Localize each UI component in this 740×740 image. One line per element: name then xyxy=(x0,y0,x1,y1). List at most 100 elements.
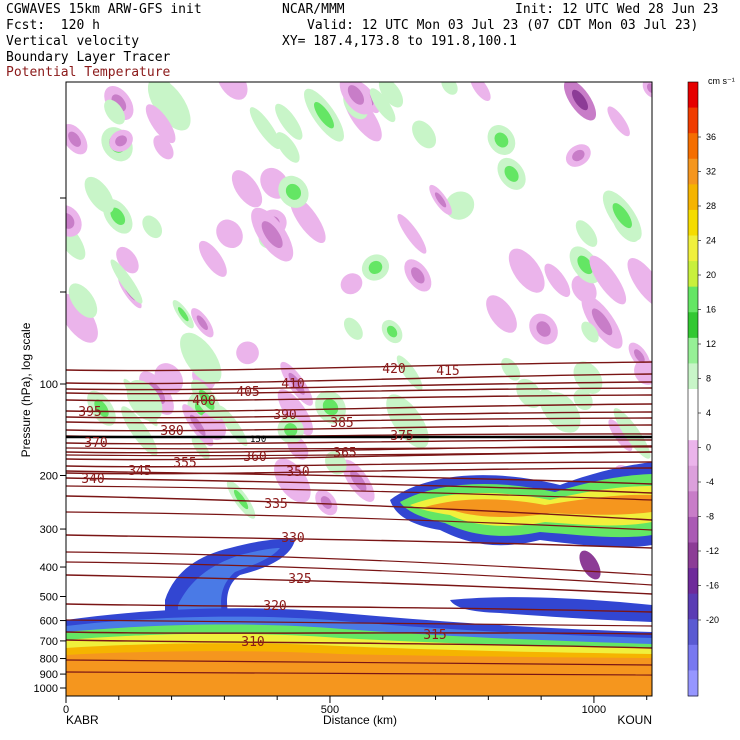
end-station: KOUN xyxy=(617,713,652,727)
theta-contour xyxy=(66,574,652,595)
x-tick-label: 0 xyxy=(63,704,69,716)
w-contour-core xyxy=(612,203,632,229)
w-contour xyxy=(110,259,143,304)
w-contour-core xyxy=(646,83,652,94)
theta-contour xyxy=(66,551,652,576)
start-station: KABR xyxy=(66,713,99,727)
y-tick-label: 900 xyxy=(40,669,58,681)
theta-contour xyxy=(66,446,652,450)
colorbar-label: 36 xyxy=(706,132,716,142)
colorbar-swatch xyxy=(688,542,698,569)
colorbar-swatch xyxy=(688,568,698,595)
x-tick-label: 1000 xyxy=(582,704,606,716)
w-contour xyxy=(104,99,125,125)
surface xyxy=(66,680,652,696)
w-contour xyxy=(544,263,571,298)
w-contour-core xyxy=(633,349,645,363)
w-contour xyxy=(627,258,652,308)
w-contour xyxy=(412,120,437,149)
theta-contour xyxy=(66,387,652,395)
colorbar-swatch xyxy=(688,414,698,441)
colorbar-swatch xyxy=(688,516,698,543)
field-boundary-layer-tracer: Boundary Layer Tracer xyxy=(6,50,171,65)
colorbar-label: 16 xyxy=(706,305,716,315)
y-tick-label: 1000 xyxy=(34,683,58,695)
theta-label: 350 xyxy=(286,465,309,480)
theta-contour xyxy=(66,495,652,521)
colorbar-swatch xyxy=(688,593,698,620)
theta-label: 410 xyxy=(281,377,304,392)
w-contour-core xyxy=(94,399,109,418)
colorbar-swatch xyxy=(688,389,698,416)
colorbar-swatch xyxy=(688,286,698,313)
colorbar-label: 24 xyxy=(706,236,716,246)
w-contour-core xyxy=(368,260,383,275)
colorbar-label: 20 xyxy=(706,270,716,280)
w-contour-core xyxy=(196,315,208,331)
theta-contour xyxy=(66,439,652,445)
colorbar-swatch xyxy=(688,158,698,185)
colorbar-label: 8 xyxy=(706,374,711,384)
theta-contour xyxy=(66,373,652,385)
theta-contour xyxy=(66,445,652,454)
colorbar-swatch xyxy=(688,465,698,492)
w-contour xyxy=(378,82,404,108)
org-label: NCAR/MMM xyxy=(282,2,345,17)
theta-contour xyxy=(66,639,652,649)
valid-time: Valid: 12 UTC Mon 03 Jul 23 (07 CDT Mon … xyxy=(307,18,699,33)
model-title: CGWAVES 15km ARW-GFS init xyxy=(6,2,202,17)
vertical-velocity-field xyxy=(66,82,652,580)
theta-contour xyxy=(66,511,652,531)
w-contour-core xyxy=(110,207,126,225)
colorbar-swatch xyxy=(688,644,698,671)
colorbar-label: -12 xyxy=(706,546,719,556)
w-contour xyxy=(516,378,542,408)
theta-label: 355 xyxy=(173,456,196,471)
w-contour xyxy=(396,355,423,391)
colorbar-label: -16 xyxy=(706,581,719,591)
w-contour-core xyxy=(285,183,302,200)
w-contour xyxy=(445,191,475,220)
theta-label: 375 xyxy=(390,429,413,444)
w-contour xyxy=(68,283,98,318)
w-contour xyxy=(589,255,627,305)
colorbar-label: 4 xyxy=(706,408,711,418)
w-contour-core xyxy=(347,85,365,105)
colorbar-swatch xyxy=(688,312,698,339)
theta-label: 405 xyxy=(236,385,259,400)
cross-section-coords: XY= 187.4,173.8 to 191.8,100.1 xyxy=(282,34,517,49)
w-contour xyxy=(508,248,545,293)
colorbar: 36 32 28 24 20 16 12 8 4 0 -4 -8 -12 -16 -20 xyxy=(687,81,719,697)
y-axis-title: Pressure (hPa), log scale xyxy=(19,322,33,457)
w-contour xyxy=(277,389,314,436)
colorbar-swatch xyxy=(688,619,698,646)
theta-label: 390 xyxy=(273,408,296,423)
theta-contour xyxy=(66,477,652,494)
colorbar-swatch xyxy=(688,235,698,262)
x-axis-title: Distance (km) xyxy=(323,713,397,727)
w-contour xyxy=(275,132,300,163)
colorbar-units: cm s⁻¹ xyxy=(708,76,735,86)
theta-label: 420 xyxy=(382,362,405,377)
y-tick-label: 800 xyxy=(40,654,58,666)
w-contour xyxy=(538,389,573,433)
tracer-contour-label: 150 xyxy=(250,435,266,445)
w-contour-core xyxy=(261,221,283,249)
w-contour-core xyxy=(577,255,593,275)
theta-label: 400 xyxy=(192,394,215,409)
w-contour-core xyxy=(571,89,589,111)
init-time: Init: 12 UTC Wed 28 Jun 23 xyxy=(515,2,719,17)
colorbar-label: 0 xyxy=(706,443,711,453)
colorbar-label: -8 xyxy=(706,512,714,522)
theta-contour xyxy=(66,619,652,627)
y-tick-label: 100 xyxy=(40,379,58,391)
field-vertical-velocity: Vertical velocity xyxy=(6,34,140,49)
w-contour xyxy=(180,332,222,384)
y-tick-label: 400 xyxy=(40,562,58,574)
plot-frame xyxy=(65,81,653,697)
w-contour xyxy=(147,82,191,131)
w-contour-core xyxy=(591,308,613,336)
w-contour xyxy=(289,195,326,244)
theta-label: 330 xyxy=(281,531,304,546)
w-contour xyxy=(249,107,281,150)
